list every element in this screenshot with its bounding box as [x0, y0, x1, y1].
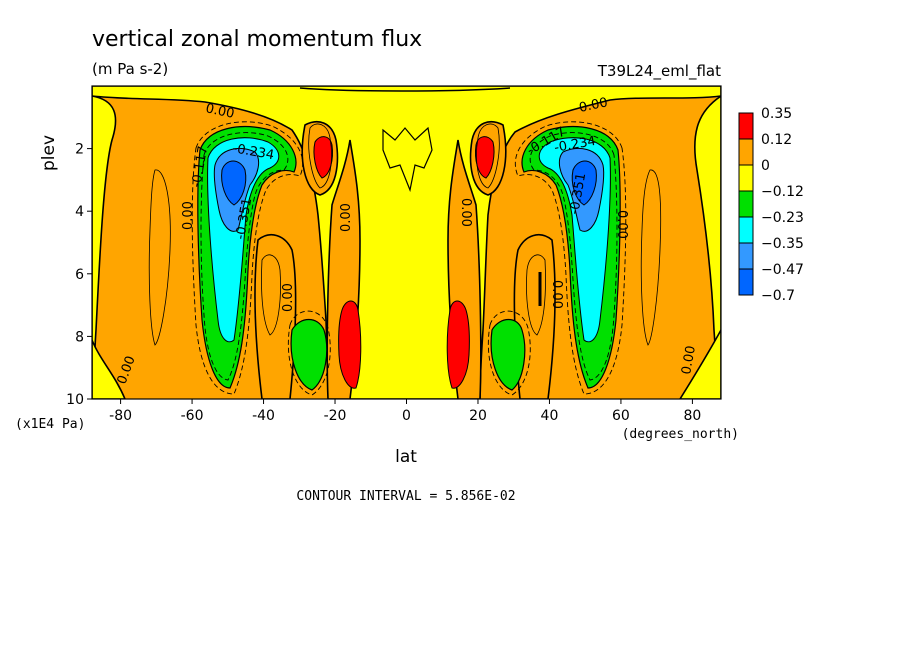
thin-contour-4 [526, 254, 546, 336]
thin-contour-1 [148, 169, 171, 346]
contour-label: 0.00 [181, 201, 196, 230]
x-tick-label: -80 [109, 408, 132, 424]
dashed-contour-4 [529, 132, 618, 381]
legend-swatch [738, 164, 754, 192]
legend-label: 0.12 [761, 132, 792, 148]
run-label: T39L24_eml_flat [597, 62, 721, 81]
dashed-contour-2 [514, 121, 627, 395]
contour-label: -0.117 [189, 145, 211, 189]
x-tick-label: 80 [683, 408, 701, 424]
orange-col-w [254, 234, 297, 399]
y-tick-label: 6 [75, 267, 84, 283]
red-lower-sh [338, 300, 362, 389]
blue-core-sh [221, 160, 247, 206]
dashed-contours [191, 121, 627, 396]
contour-label: -0.234 [553, 134, 597, 156]
legend-swatch [738, 242, 754, 270]
legend-label: −0.7 [761, 288, 795, 304]
thin-contour-6 [476, 123, 500, 189]
y-tick-label: 2 [75, 142, 84, 158]
dashed-contour-5 [287, 310, 331, 396]
x-axis-label: lat [395, 447, 417, 467]
x-tick-label: -60 [181, 408, 204, 424]
legend-swatch [738, 190, 754, 218]
contour-label: 0.00 [549, 280, 564, 309]
contour-labels: 0.00 0.00 -0.117 -0.117 -0.234 -0.234 -0… [115, 95, 699, 386]
legend-label: 0 [761, 158, 770, 174]
x-tick-label: 40 [541, 408, 559, 424]
red-regions [313, 136, 495, 389]
contour-label: 0.00 [614, 210, 629, 239]
equatorial-cells [382, 126, 433, 193]
legend-swatch [738, 112, 754, 140]
x-tick-label: 20 [469, 408, 487, 424]
x-axis-ticks: -80 -60 -40 -20 0 20 40 60 80 [109, 399, 701, 424]
contour-label: 0.00 [204, 101, 235, 122]
y-tick-label: 4 [75, 204, 84, 220]
thin-contour-3 [261, 254, 281, 336]
top-edge-contour [299, 87, 511, 92]
x-tick-label: 60 [612, 408, 630, 424]
green-blob-sh [290, 318, 328, 391]
contour-label: -0.351 [233, 197, 255, 241]
blue-cores [221, 160, 597, 206]
contour-label: 0.00 [679, 345, 699, 376]
contour-label: -0.351 [567, 172, 589, 216]
y-axis-label: plev [39, 135, 59, 171]
x-tick-label: -20 [324, 408, 347, 424]
contour-interval: CONTOUR INTERVAL = 5.856E-02 [296, 489, 515, 504]
y-axis-ticks: 2 4 6 8 10 [66, 142, 92, 408]
legend-label: −0.47 [761, 262, 804, 278]
y-tick-label: 10 [66, 392, 84, 408]
thin-contour-5 [308, 123, 332, 189]
dashed-contour-1 [191, 121, 304, 395]
contour-label: 0.00 [578, 95, 609, 116]
x-tick-label: -40 [252, 408, 275, 424]
equatorial-cell [382, 126, 433, 193]
x-axis-unit: (degrees_north) [622, 427, 739, 442]
legend-label: 0.35 [761, 106, 792, 122]
x-tick-label: 0 [402, 408, 411, 424]
legend-label: −0.35 [761, 236, 804, 252]
contour-label: 0.00 [339, 203, 354, 232]
legend-label: −0.12 [761, 184, 804, 200]
legend-swatch [738, 216, 754, 244]
dashed-contour-3 [200, 132, 289, 381]
red-lower-nh [446, 300, 470, 389]
y-tick-label: 8 [75, 329, 84, 345]
plot-area [92, 86, 721, 399]
color-legend: 0.35 0.12 0 −0.12 −0.23 −0.35 −0.47 −0.7 [738, 106, 804, 304]
green-blob-nh [490, 318, 526, 391]
contour-label: 0.00 [281, 283, 296, 312]
contour-label: -0.234 [231, 141, 275, 163]
legend-swatch [738, 268, 754, 296]
thin-contours [148, 123, 662, 346]
dashed-contour-6 [487, 310, 531, 396]
legend-swatch [738, 138, 754, 166]
legend-label: −0.23 [761, 210, 804, 226]
blue-core-nh [571, 160, 597, 206]
contour-label: 0.00 [458, 198, 473, 227]
y-axis-unit: (x1E4 Pa) [15, 417, 85, 432]
chart-subtitle: (m Pa s-2) [92, 60, 168, 78]
chart-title: vertical zonal momentum flux [92, 27, 422, 52]
thin-contour-2 [640, 169, 662, 346]
